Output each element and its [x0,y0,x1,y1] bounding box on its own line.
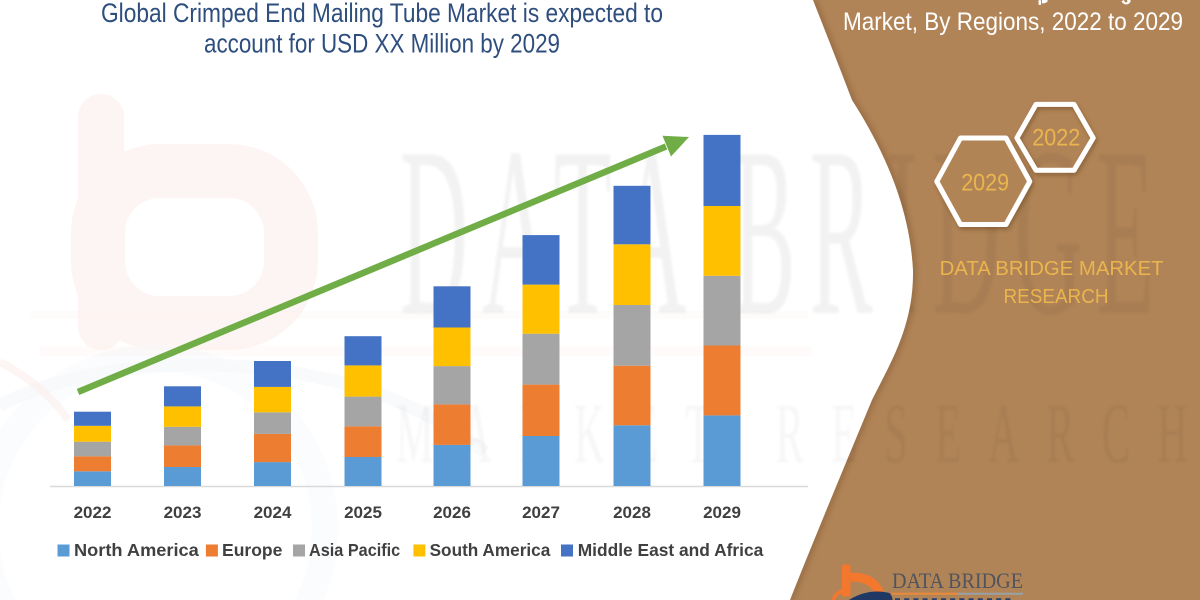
svg-text:2028: 2028 [613,503,651,522]
svg-text:Global Crimped End Mailing Tub: Global Crimped End Mailing Tube Market i… [101,0,663,28]
svg-text:2023: 2023 [164,503,202,522]
svg-text:account for USD XX Million by: account for USD XX Million by 2029 [204,29,560,59]
svg-text:2025: 2025 [344,503,382,522]
svg-text:2029: 2029 [961,169,1009,196]
svg-text:Middle East and Africa: Middle East and Africa [578,540,764,560]
svg-text:North America: North America [74,540,199,560]
svg-text:2022: 2022 [1032,125,1080,152]
svg-text:2026: 2026 [433,503,471,522]
svg-text:RESEARCH: RESEARCH [1004,285,1109,308]
svg-text:DATA BRIDGE: DATA BRIDGE [892,568,1023,593]
svg-text:2022: 2022 [74,503,112,522]
svg-text:Market, By Regions, 2022 to 20: Market, By Regions, 2022 to 2029 [843,8,1183,36]
svg-text:Europe: Europe [222,540,283,560]
svg-text:2024: 2024 [254,503,292,522]
svg-text:South America: South America [430,540,551,560]
svg-text:Asia Pacific: Asia Pacific [309,540,400,560]
svg-text:2029: 2029 [703,503,741,522]
svg-text:2027: 2027 [522,503,560,522]
svg-text:DATA BRIDGE MARKET: DATA BRIDGE MARKET [940,257,1164,280]
